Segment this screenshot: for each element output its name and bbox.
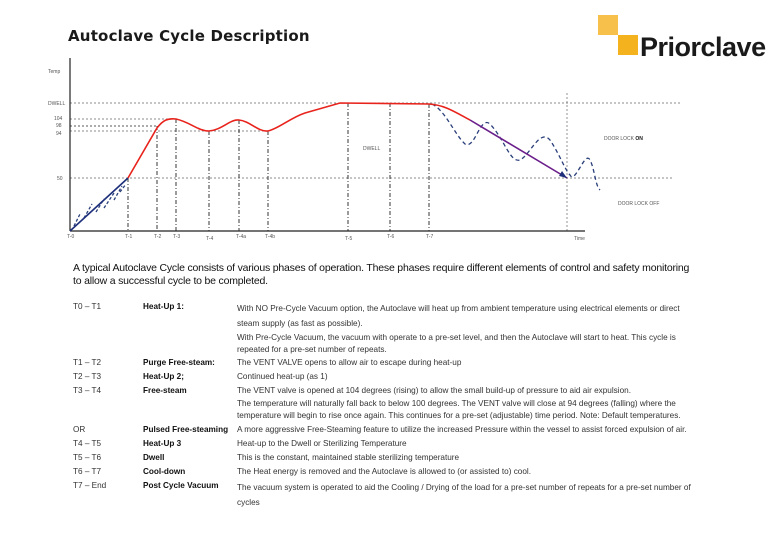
phase-description: The vacuum system is operated to aid the… <box>237 483 691 507</box>
phase-name: Post Cycle Vacuum <box>143 481 219 490</box>
time-marker-label: T-5 <box>345 236 352 242</box>
phase-name: Free-steam <box>143 386 187 395</box>
y-level-label: DWELL <box>48 101 65 107</box>
phase-name: Heat-Up 1: <box>143 302 184 311</box>
phase-description: The VENT valve is opened at 104 degrees … <box>237 386 631 395</box>
autoclave-cycle-diagram: Temp DWELL 104 98 94 50 T-0 T-1 T-2 T-3 T-4 T… <box>48 58 680 242</box>
temperature-curve-cool <box>469 119 568 179</box>
time-marker-label: T-6 <box>387 234 394 240</box>
time-marker-label: T-4 <box>206 236 213 242</box>
time-marker-label: T-0 <box>67 234 74 240</box>
phase-range: T2 – T3 <box>73 372 102 381</box>
dwell-label: DWELL <box>363 146 380 152</box>
time-marker-label: T-2 <box>154 234 161 240</box>
phase-range: T1 – T2 <box>73 358 102 367</box>
phase-description: With NO Pre-Cycle Vacuum option, the Aut… <box>237 304 680 328</box>
heatup-pulse-dashed <box>73 183 127 227</box>
time-marker-label: T-1 <box>125 234 132 240</box>
door-lock-on-label: DOOR LOCK ON <box>604 136 643 142</box>
door-lock-off-label: DOOR LOCK OFF <box>618 201 659 207</box>
phase-name: Heat-Up 3 <box>143 439 182 448</box>
x-axis-label: Time <box>574 236 585 242</box>
phase-description: This is the constant, maintained stable … <box>237 453 460 462</box>
logo-square-icon <box>618 35 638 55</box>
y-level-label: 98 <box>56 123 62 129</box>
page-title: Autoclave Cycle Description <box>68 27 310 45</box>
logo-square-icon <box>598 15 618 35</box>
phase-description: The VENT VALVE opens to allow air to esc… <box>237 358 462 367</box>
time-marker-label: T-4b <box>265 234 275 240</box>
phase-name: Pulsed Free-steaming <box>143 425 229 434</box>
phase-description: A more aggressive Free-Steaming feature … <box>237 425 687 434</box>
arrow-head-icon <box>559 171 567 178</box>
phase-description: The temperature will naturally fall back… <box>237 399 681 420</box>
y-level-label: 94 <box>56 131 62 137</box>
phase-description: Continued heat-up (as 1) <box>237 372 328 381</box>
phase-range: T6 – T7 <box>73 467 102 476</box>
brand-logo: Priorclave <box>640 32 766 62</box>
phase-range: T0 – T1 <box>73 302 102 311</box>
phase-range: T3 – T4 <box>73 386 102 395</box>
phase-name: Heat-Up 2; <box>143 372 184 381</box>
temperature-curve-heat <box>127 102 471 179</box>
phase-description: Heat-up to the Dwell or Sterilizing Temp… <box>237 439 407 448</box>
phase-range: T4 – T5 <box>73 439 102 448</box>
phase-range: T7 – End <box>73 481 107 490</box>
phase-range: T5 – T6 <box>73 453 102 462</box>
phase-name: Cool-down <box>143 467 186 476</box>
reference-lines <box>70 93 680 231</box>
cooldown-vacuum-dashed <box>431 103 601 191</box>
y-level-label: 50 <box>57 176 63 182</box>
phase-description: The Heat energy is removed and the Autoc… <box>237 467 531 476</box>
time-marker-label: T-4a <box>236 234 246 240</box>
phase-description: With Pre-Cycle Vacuum, the vacuum with o… <box>237 333 676 354</box>
phase-range: OR <box>73 425 86 434</box>
y-level-label: 104 <box>54 116 63 122</box>
time-marker-label: T-7 <box>426 234 433 240</box>
phase-name: Dwell <box>143 453 165 462</box>
phase-name: Purge Free-steam: <box>143 358 215 367</box>
y-axis-label: Temp <box>48 69 60 75</box>
intro-paragraph: A typical Autoclave Cycle consists of va… <box>73 262 690 287</box>
heatup-curve-start <box>69 177 129 232</box>
time-marker-label: T-3 <box>173 234 180 240</box>
